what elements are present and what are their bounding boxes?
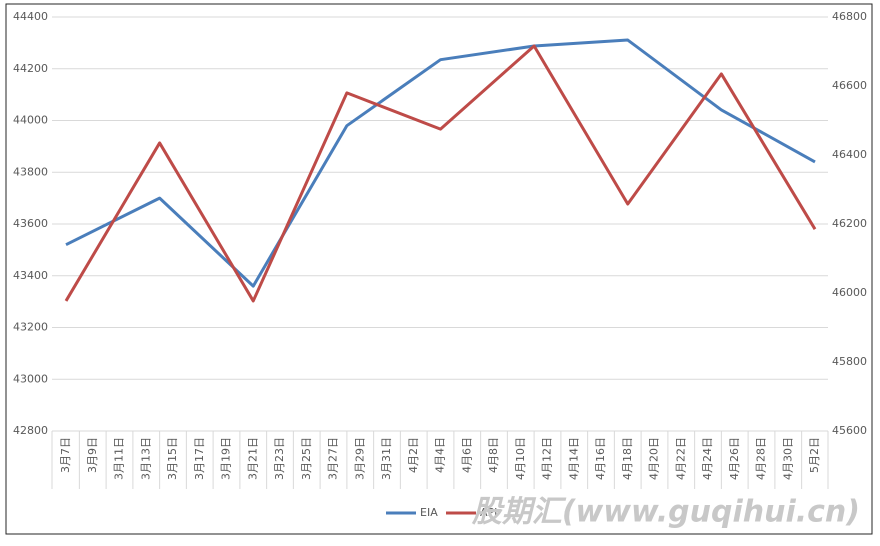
x-tick-label: 3月11日 (113, 437, 126, 480)
x-tick-label: 3月13日 (139, 437, 152, 480)
x-tick-label: 3月15日 (166, 437, 179, 480)
x-tick-label: 4月20日 (648, 437, 661, 480)
y2-tick-label: 46400 (832, 148, 867, 161)
x-tick-label: 3月7日 (59, 437, 72, 473)
x-tick-label: 3月31日 (380, 437, 393, 480)
y-tick-label: 43800 (13, 165, 48, 178)
x-tick-label: 3月17日 (193, 437, 206, 480)
y-tick-label: 43200 (13, 321, 48, 334)
x-tick-label: 4月30日 (781, 437, 794, 480)
chart-frame (5, 3, 873, 535)
x-tick-label: 4月4日 (434, 437, 447, 473)
x-tick-label: 3月29日 (353, 437, 366, 480)
x-tick-label: 3月9日 (86, 437, 99, 473)
y2-tick-label: 46000 (832, 286, 867, 299)
watermark: 股期汇(www.guqihui.cn) (471, 495, 860, 530)
x-tick-label: 4月10日 (514, 437, 527, 480)
series-line (65, 38, 816, 288)
y-tick-label: 44200 (13, 62, 48, 75)
x-tick-label: 4月16日 (594, 437, 607, 480)
series-line (64, 44, 817, 303)
x-tick-label: 3月21日 (246, 437, 259, 480)
x-tick-label: 4月14日 (567, 437, 580, 480)
legend-label: EIA (420, 506, 438, 519)
x-tick-label: 3月23日 (273, 437, 286, 480)
y2-tick-label: 46600 (832, 79, 867, 92)
x-tick-label: 4月22日 (674, 437, 687, 480)
x-tick-label: 4月24日 (701, 437, 714, 480)
y2-tick-label: 45800 (832, 355, 867, 368)
y-tick-label: 43000 (13, 372, 48, 385)
y2-tick-label: 46800 (832, 10, 867, 23)
y-tick-label: 43400 (13, 269, 48, 282)
x-tick-label: 3月19日 (220, 437, 233, 480)
x-tick-label: 4月2日 (407, 437, 420, 473)
y-tick-label: 44400 (13, 10, 48, 23)
y-tick-label: 44000 (13, 114, 48, 127)
y-tick-label: 42800 (13, 424, 48, 437)
y-tick-label: 43600 (13, 217, 48, 230)
x-tick-label: 4月12日 (541, 437, 554, 480)
x-tick-label: 3月25日 (300, 437, 313, 480)
x-tick-label: 3月27日 (327, 437, 340, 480)
x-tick-label: 4月26日 (728, 437, 741, 480)
x-tick-label: 4月18日 (621, 437, 634, 480)
x-tick-label: 5月2日 (808, 437, 821, 473)
y2-tick-label: 46200 (832, 217, 867, 230)
y2-tick-label: 45600 (832, 424, 867, 437)
x-tick-label: 4月6日 (460, 437, 473, 473)
x-tick-label: 4月8日 (487, 437, 500, 473)
x-tick-label: 4月28日 (755, 437, 768, 480)
legend-label: API (480, 506, 497, 519)
